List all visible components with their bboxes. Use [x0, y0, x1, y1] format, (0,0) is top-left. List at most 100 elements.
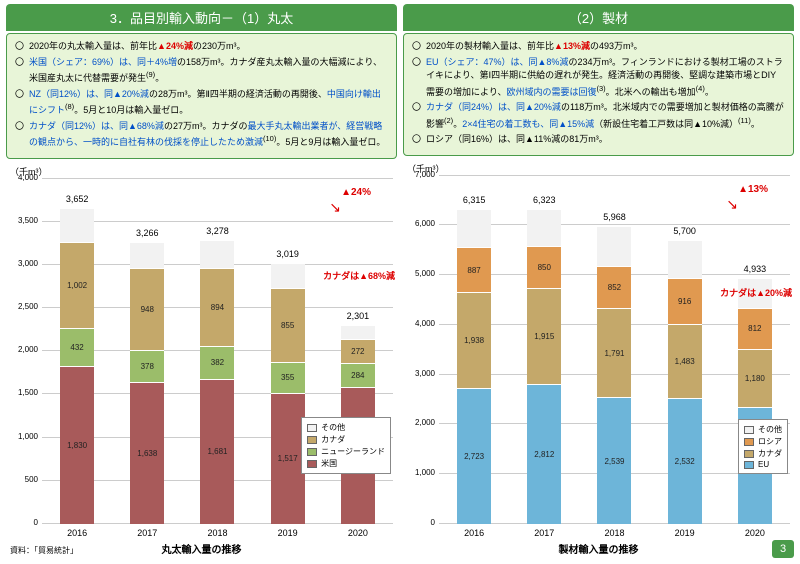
bar-segment	[668, 240, 702, 278]
right-header: （2）製材	[403, 4, 794, 31]
xtick-label: 2017	[527, 528, 561, 538]
arrow-icon: ↘	[726, 196, 738, 213]
ytick-label: 2,500	[8, 302, 38, 311]
bar-segment: 916	[668, 278, 702, 324]
bar-segment: 1,517	[271, 393, 305, 524]
bar-segment: 1,938	[457, 292, 491, 389]
bar: 2,5321,4839165,7002019	[668, 240, 702, 524]
bar-total-label: 6,323	[527, 195, 561, 205]
legend-item: その他	[744, 424, 782, 435]
sub-annotation: カナダは▲20%減	[720, 286, 792, 299]
bar-segment: 855	[271, 288, 305, 362]
legend-swatch	[307, 436, 317, 444]
bar-segment	[597, 226, 631, 265]
bar-segment	[130, 242, 164, 268]
left-column: 3．品目別輸入動向－（1）丸太 2020年の丸太輸入量は、前年比▲24%減の23…	[6, 4, 397, 560]
legend-label: その他	[321, 422, 345, 433]
bar-total-label: 5,968	[597, 212, 631, 222]
bar-segment: 852	[597, 266, 631, 308]
bar-total-label: 5,700	[668, 226, 702, 236]
legend-item: カナダ	[744, 448, 782, 459]
legend-swatch	[307, 460, 317, 468]
bar-segment: 2,532	[668, 398, 702, 524]
ytick-label: 3,000	[405, 369, 435, 378]
ytick-label: 1,500	[8, 388, 38, 397]
right-chart: 01,0002,0003,0004,0005,0006,0007,0002,72…	[439, 176, 790, 525]
bullet-item: 2020年の製材輸入量は、前年比▲13%減の493万m³。	[412, 40, 785, 54]
legend: その他ロシアカナダEU	[738, 419, 788, 474]
xtick-label: 2016	[60, 528, 94, 538]
ytick-label: 0	[405, 518, 435, 527]
xtick-label: 2020	[341, 528, 375, 538]
ytick-label: 0	[8, 518, 38, 527]
bar-segment: 1,002	[60, 242, 94, 329]
legend-item: ロシア	[744, 436, 782, 447]
bar: 2,3391,1808124,9332020	[738, 278, 772, 524]
legend-label: カナダ	[321, 434, 345, 445]
legend-item: ニュージーランド	[307, 446, 385, 457]
bar-total-label: 3,019	[271, 249, 305, 259]
bar-segment: 1,830	[60, 366, 94, 524]
ytick-label: 4,000	[405, 319, 435, 328]
ytick-label: 3,000	[8, 259, 38, 268]
legend-swatch	[744, 438, 754, 446]
legend-label: ニュージーランド	[321, 446, 385, 457]
xtick-label: 2018	[597, 528, 631, 538]
source-text: 資料：「貿易統計」	[10, 545, 78, 556]
left-chart-area: （千m³） 05001,0001,5002,0002,5003,0003,500…	[6, 165, 397, 561]
bar-segment: 432	[60, 328, 94, 365]
bar-total-label: 4,933	[738, 264, 772, 274]
legend-label: EU	[758, 460, 769, 469]
bar: 1,8304321,0023,6522016	[60, 208, 94, 524]
right-column: （2）製材 2020年の製材輸入量は、前年比▲13%減の493万m³。 EU（シェ…	[403, 4, 794, 560]
bar: 2,8121,9158506,3232017	[527, 209, 561, 524]
legend-swatch	[744, 461, 754, 469]
right-chart-title: 製材輸入量の推移	[403, 541, 794, 556]
xtick-label: 2018	[200, 528, 234, 538]
bar-segment	[457, 209, 491, 247]
left-bullets-box: 2020年の丸太輸入量は、前年比▲24%減の230万m³。米国（シェア：69%）…	[6, 33, 397, 159]
bar-segment: 887	[457, 247, 491, 291]
legend-swatch	[744, 450, 754, 458]
left-header: 3．品目別輸入動向－（1）丸太	[6, 4, 397, 31]
legend-item: 米国	[307, 458, 385, 469]
ytick-label: 1,000	[8, 432, 38, 441]
bar: 2,7231,9388876,3152016	[457, 209, 491, 524]
legend-item: その他	[307, 422, 385, 433]
bar-total-label: 2,301	[341, 311, 375, 321]
ytick-label: 1,000	[405, 468, 435, 477]
arrow-icon: ↘	[329, 199, 341, 216]
bar-segment: 1,791	[597, 308, 631, 397]
bar-segment	[60, 208, 94, 242]
ytick-label: 5,000	[405, 269, 435, 278]
ytick-label: 2,000	[8, 345, 38, 354]
xtick-label: 2019	[668, 528, 702, 538]
legend-swatch	[744, 426, 754, 434]
bar: 1,5173558553,0192019	[271, 263, 305, 524]
legend-label: カナダ	[758, 448, 782, 459]
bullet-item: 2020年の丸太輸入量は、前年比▲24%減の230万m³。	[15, 40, 388, 54]
bar-segment: 2,539	[597, 397, 631, 524]
bar: 1,6383789483,2662017	[130, 242, 164, 524]
bar-segment: 2,812	[527, 384, 561, 524]
bar-segment: 894	[200, 268, 234, 345]
legend-item: EU	[744, 460, 782, 469]
bar-segment: 355	[271, 362, 305, 393]
bar-segment: 2,723	[457, 388, 491, 524]
bar-total-label: 6,315	[457, 195, 491, 205]
bar-segment: 284	[341, 363, 375, 388]
page: 3．品目別輸入動向－（1）丸太 2020年の丸太輸入量は、前年比▲24%減の23…	[0, 0, 800, 564]
bar-segment	[200, 240, 234, 268]
bullet-item: ロシア（同16%）は、同▲11%減の81万m³。	[412, 133, 785, 147]
legend-item: カナダ	[307, 434, 385, 445]
bullet-item: EU（シェア：47%）は、同▲8%減の234万m³。フィンランドにおける製材工場…	[412, 56, 785, 100]
ytick-label: 7,000	[405, 170, 435, 179]
legend-swatch	[307, 448, 317, 456]
bar-segment: 1,483	[668, 324, 702, 398]
legend-swatch	[307, 424, 317, 432]
ytick-label: 6,000	[405, 219, 435, 228]
bullet-item: カナダ（同24%）は、同▲20%減の118万m³。北米域内での需要増加と製材価格…	[412, 101, 785, 131]
bar-segment: 272	[341, 339, 375, 363]
bar-segment	[527, 209, 561, 246]
bar-segment: 1,681	[200, 379, 234, 524]
